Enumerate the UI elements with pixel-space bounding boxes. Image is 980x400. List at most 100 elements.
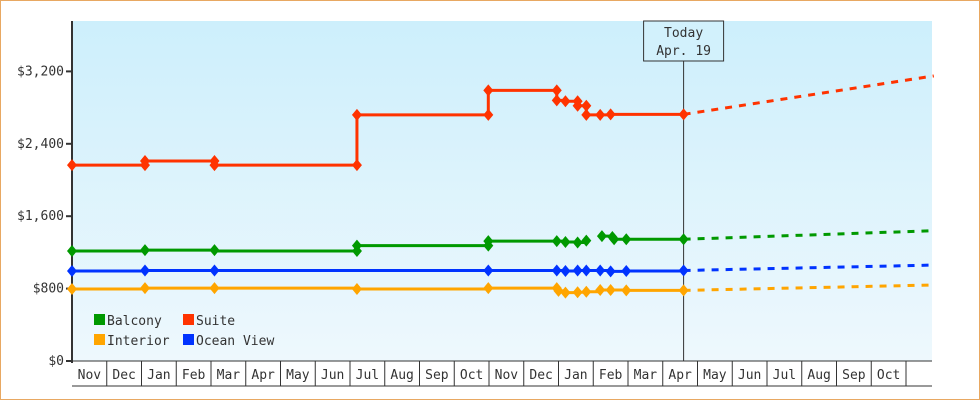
series-ocean-view xyxy=(67,263,934,278)
today-date: Apr. 19 xyxy=(656,44,711,59)
data-point-marker xyxy=(595,264,606,277)
data-point-marker xyxy=(209,282,220,295)
data-point-marker xyxy=(209,244,220,257)
data-point-marker xyxy=(581,264,592,277)
data-point-marker xyxy=(139,244,150,257)
data-point-marker xyxy=(572,286,583,299)
data-point-marker xyxy=(553,284,564,297)
legend-item-balcony: Balcony xyxy=(94,314,162,329)
legend-label: Interior xyxy=(107,334,170,349)
series-interior xyxy=(67,282,934,299)
data-point-marker xyxy=(605,265,616,278)
x-tick-label: Dec xyxy=(529,368,552,383)
x-tick-label: Apr xyxy=(251,368,275,383)
data-point-marker xyxy=(67,283,77,296)
x-tick-label: Aug xyxy=(807,368,830,383)
data-point-marker xyxy=(609,233,620,246)
x-tick-label: Oct xyxy=(877,368,900,383)
data-point-marker xyxy=(678,284,689,297)
data-point-marker xyxy=(209,159,220,172)
today-marker: Today Apr. 19 xyxy=(643,20,725,361)
series-suite xyxy=(67,74,935,172)
data-point-marker xyxy=(551,94,562,107)
data-point-marker xyxy=(483,282,494,295)
today-box xyxy=(643,20,725,62)
legend-label: Balcony xyxy=(107,314,162,329)
legend-swatch xyxy=(94,314,105,325)
x-tick-label: Dec xyxy=(112,368,135,383)
data-point-marker xyxy=(581,285,592,298)
data-point-marker xyxy=(551,84,562,97)
data-point-marker xyxy=(560,264,571,277)
y-axis: $0 $800 $1,600 $2,400 $3,200 xyxy=(17,21,73,369)
x-tick-label: Nov xyxy=(78,368,102,383)
today-label: Today xyxy=(664,26,703,41)
data-point-marker xyxy=(67,264,77,277)
x-tick-label: Jan xyxy=(147,368,170,383)
data-point-marker xyxy=(581,99,592,112)
data-point-marker xyxy=(678,108,689,121)
y-tick-label: $2,400 xyxy=(17,137,64,152)
data-point-marker xyxy=(572,236,583,249)
x-tick-label: Sep xyxy=(842,368,866,383)
plot-area xyxy=(72,21,932,361)
data-point-marker xyxy=(209,264,220,277)
x-tick-label: Sep xyxy=(425,368,449,383)
data-point-marker xyxy=(351,108,362,121)
data-point-marker xyxy=(621,233,632,246)
data-point-marker xyxy=(621,264,632,277)
data-point-marker xyxy=(139,264,150,277)
legend-label: Ocean View xyxy=(196,334,274,349)
data-point-marker xyxy=(483,264,494,277)
data-point-marker xyxy=(678,233,689,246)
legend-item-ocean-view: Ocean View xyxy=(183,334,274,349)
data-point-marker xyxy=(581,108,592,121)
x-tick-label: Feb xyxy=(599,368,623,383)
data-point-marker xyxy=(483,235,494,248)
series-balcony xyxy=(67,229,934,258)
data-point-marker xyxy=(351,283,362,296)
data-point-marker xyxy=(596,230,607,243)
data-point-marker xyxy=(483,108,494,121)
data-point-marker xyxy=(595,108,606,121)
x-tick-label: Feb xyxy=(182,368,206,383)
data-point-marker xyxy=(621,284,632,297)
data-point-marker xyxy=(67,159,77,172)
y-tick-label: $0 xyxy=(48,354,64,369)
x-tick-label: Jun xyxy=(321,368,344,383)
data-point-marker xyxy=(139,282,150,295)
legend: Balcony Suite Interior Ocean View xyxy=(94,314,274,349)
data-point-marker xyxy=(560,95,571,108)
y-tick-label: $800 xyxy=(33,282,64,297)
data-point-marker xyxy=(139,154,150,167)
series-line xyxy=(72,269,686,273)
data-point-marker xyxy=(351,159,362,172)
x-tick-label: Nov xyxy=(495,368,519,383)
data-point-marker xyxy=(605,108,616,121)
data-point-marker xyxy=(572,264,583,277)
data-point-marker xyxy=(595,283,606,296)
data-point-marker xyxy=(560,286,571,299)
data-point-marker xyxy=(67,245,77,258)
data-point-marker xyxy=(678,264,689,277)
data-point-marker xyxy=(483,84,494,97)
x-tick-label: Jan xyxy=(564,368,587,383)
y-tick-label: $1,600 xyxy=(17,209,64,224)
data-point-marker xyxy=(351,239,362,252)
x-tick-label: Mar xyxy=(217,368,241,383)
data-point-marker xyxy=(560,235,571,248)
x-tick-label: Mar xyxy=(634,368,658,383)
x-tick-label: Jul xyxy=(356,368,379,383)
x-tick-label: Jul xyxy=(773,368,796,383)
legend-item-suite: Suite xyxy=(183,314,235,329)
x-axis: Nov Dec Jan Feb Mar Apr May Jun Jul Aug Sep Oct Nov D… xyxy=(72,360,932,387)
x-tick-label: Aug xyxy=(390,368,413,383)
data-point-marker xyxy=(551,235,562,248)
x-tick-label: May xyxy=(286,368,310,383)
data-point-marker xyxy=(581,234,592,247)
x-tick-label: Jun xyxy=(738,368,761,383)
legend-swatch xyxy=(183,314,194,325)
data-point-marker xyxy=(605,283,616,296)
